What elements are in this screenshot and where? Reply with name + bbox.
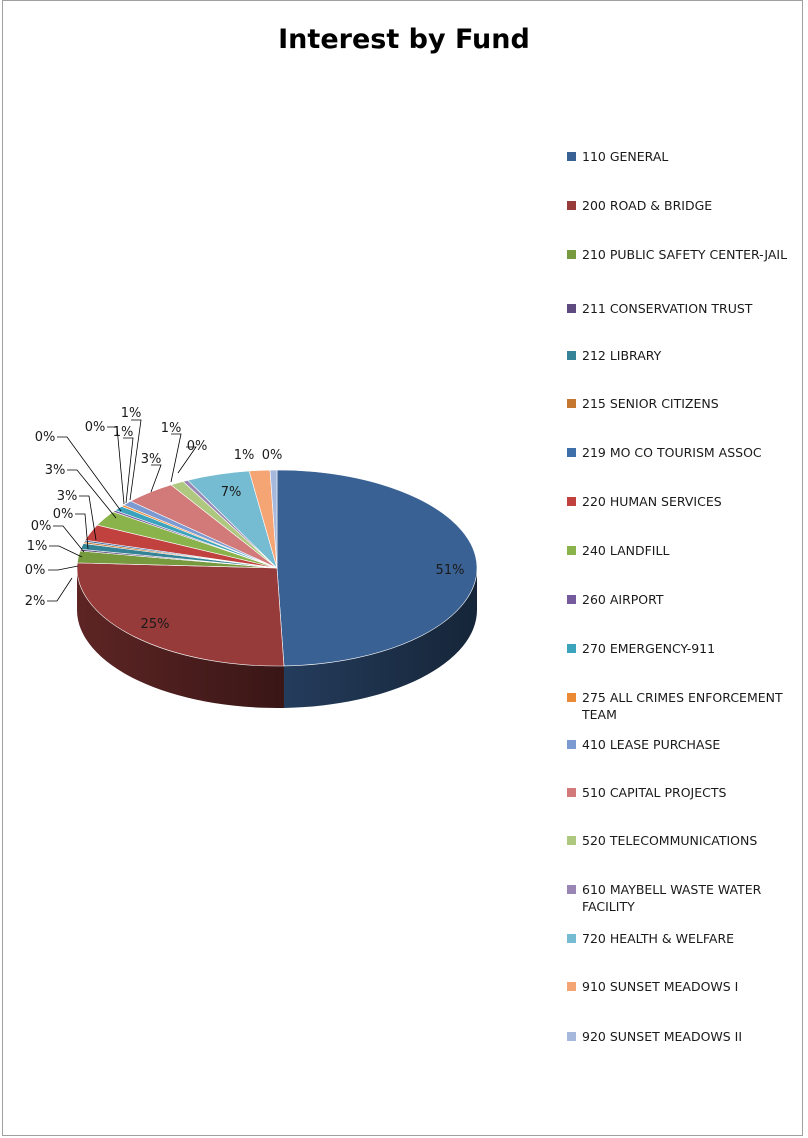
legend-swatch xyxy=(567,885,576,894)
legend-swatch xyxy=(567,152,576,161)
legend-item: 215 SENIOR CITIZENS xyxy=(567,395,802,412)
legend-label: 410 LEASE PURCHASE xyxy=(582,737,721,752)
legend-swatch xyxy=(567,201,576,210)
legend-swatch xyxy=(567,644,576,653)
leader-line-9 xyxy=(57,436,122,512)
legend-swatch xyxy=(567,982,576,991)
legend-item: 211 CONSERVATION TRUST xyxy=(567,300,802,317)
leader-line-2 xyxy=(47,577,73,602)
data-label-16: 7% xyxy=(221,485,242,500)
pie-slice-1 xyxy=(76,562,285,667)
legend-label: 275 ALL CRIMES ENFORCEMENT TEAM xyxy=(582,690,783,722)
leader-line-14 xyxy=(170,433,182,483)
data-label-12: 1% xyxy=(121,406,142,421)
pie-slice-0 xyxy=(276,469,478,667)
legend-item: 720 HEALTH & WELFARE xyxy=(567,930,802,947)
data-label-3: 0% xyxy=(25,563,46,578)
data-label-7: 3% xyxy=(57,489,78,504)
legend-swatch xyxy=(567,250,576,259)
leader-line-15 xyxy=(177,446,197,474)
pie-top xyxy=(76,469,478,667)
data-label-17: 1% xyxy=(234,448,255,463)
legend-label: 219 MO CO TOURISM ASSOC xyxy=(582,445,762,460)
data-label-11: 0% xyxy=(85,420,106,435)
data-label-6: 0% xyxy=(53,507,74,522)
data-label-2: 2% xyxy=(25,594,46,609)
legend-item: 260 AIRPORT xyxy=(567,591,802,608)
legend-label: 520 TELECOMMUNICATIONS xyxy=(582,833,758,848)
legend-swatch xyxy=(567,740,576,749)
data-label-15: 0% xyxy=(187,439,208,454)
leader-line-10 xyxy=(123,437,134,504)
legend-swatch xyxy=(567,788,576,797)
data-label-5: 0% xyxy=(31,519,52,534)
legend-swatch xyxy=(567,1032,576,1041)
leader-line-11 xyxy=(107,426,125,505)
legend-item: 200 ROAD & BRIDGE xyxy=(567,197,802,214)
legend-label: 610 MAYBELL WASTE WATER FACILITY xyxy=(582,882,762,914)
legend-swatch xyxy=(567,836,576,845)
leader-line-13 xyxy=(150,464,162,493)
pie-side-1 xyxy=(77,568,284,709)
legend-swatch xyxy=(567,693,576,702)
legend-item: 610 MAYBELL WASTE WATER FACILITY xyxy=(567,881,802,915)
leader-line-4 xyxy=(49,545,83,558)
legend-swatch xyxy=(567,448,576,457)
legend-item: 920 SUNSET MEADOWS II xyxy=(567,1028,802,1045)
legend-item: 110 GENERAL xyxy=(567,148,802,165)
legend-item: 410 LEASE PURCHASE xyxy=(567,736,802,753)
data-label-14: 1% xyxy=(161,421,182,436)
legend-item: 520 TELECOMMUNICATIONS xyxy=(567,832,802,849)
legend-swatch xyxy=(567,934,576,943)
legend-label: 920 SUNSET MEADOWS II xyxy=(582,1029,743,1044)
legend-label: 211 CONSERVATION TRUST xyxy=(582,301,753,316)
data-label-9: 0% xyxy=(35,430,56,445)
legend-swatch xyxy=(567,399,576,408)
legend-label: 215 SENIOR CITIZENS xyxy=(582,396,719,411)
legend-label: 270 EMERGENCY-911 xyxy=(582,641,716,656)
legend-label: 510 CAPITAL PROJECTS xyxy=(582,785,727,800)
legend-label: 110 GENERAL xyxy=(582,149,669,164)
legend-swatch xyxy=(567,546,576,555)
legend-label: 260 AIRPORT xyxy=(582,592,664,607)
legend-item: 219 MO CO TOURISM ASSOC xyxy=(567,444,802,461)
leader-line-3 xyxy=(48,565,79,571)
legend-label: 212 LIBRARY xyxy=(582,348,662,363)
legend-swatch xyxy=(567,304,576,313)
legend-item: 510 CAPITAL PROJECTS xyxy=(567,784,802,801)
data-label-4: 1% xyxy=(27,539,48,554)
legend-label: 910 SUNSET MEADOWS I xyxy=(582,979,739,994)
legend-label: 720 HEALTH & WELFARE xyxy=(582,931,735,946)
data-labels: 51%25%2%0%1%0%0%3%3%0% 1%0%1%3%1%0%7%1% 0% xyxy=(25,406,465,632)
chart-title: Interest by Fund xyxy=(278,24,530,55)
pie-slice-18 xyxy=(269,469,278,569)
data-label-0: 51% xyxy=(436,563,465,578)
legend-item: 210 PUBLIC SAFETY CENTER-JAIL xyxy=(567,246,802,263)
leader-line-8 xyxy=(67,469,117,519)
pie-side-walls xyxy=(77,568,477,709)
legend-item: 275 ALL CRIMES ENFORCEMENT TEAM xyxy=(567,689,802,723)
data-label-13: 3% xyxy=(141,452,162,467)
legend-item: 910 SUNSET MEADOWS I xyxy=(567,978,802,995)
legend-label: 220 HUMAN SERVICES xyxy=(582,494,722,509)
pie-side-0 xyxy=(283,568,477,708)
legend-label: 240 LANDFILL xyxy=(582,543,670,558)
leader-line-5 xyxy=(53,525,85,553)
legend-label: 210 PUBLIC SAFETY CENTER-JAIL xyxy=(582,247,788,262)
legend-swatch xyxy=(567,497,576,506)
legend-item: 270 EMERGENCY-911 xyxy=(567,640,802,657)
legend-label: 200 ROAD & BRIDGE xyxy=(582,198,713,213)
data-label-8: 3% xyxy=(45,463,66,478)
legend-item: 220 HUMAN SERVICES xyxy=(567,493,802,510)
leader-line-6 xyxy=(75,513,89,550)
leader-line-12 xyxy=(129,419,142,501)
legend-swatch xyxy=(567,351,576,360)
legend-item: 240 LANDFILL xyxy=(567,542,802,559)
leader-line-7 xyxy=(79,495,97,541)
legend-item: 212 LIBRARY xyxy=(567,347,802,364)
data-label-1: 25% xyxy=(141,617,170,632)
data-label-18: 0% xyxy=(262,448,283,463)
legend-swatch xyxy=(567,595,576,604)
